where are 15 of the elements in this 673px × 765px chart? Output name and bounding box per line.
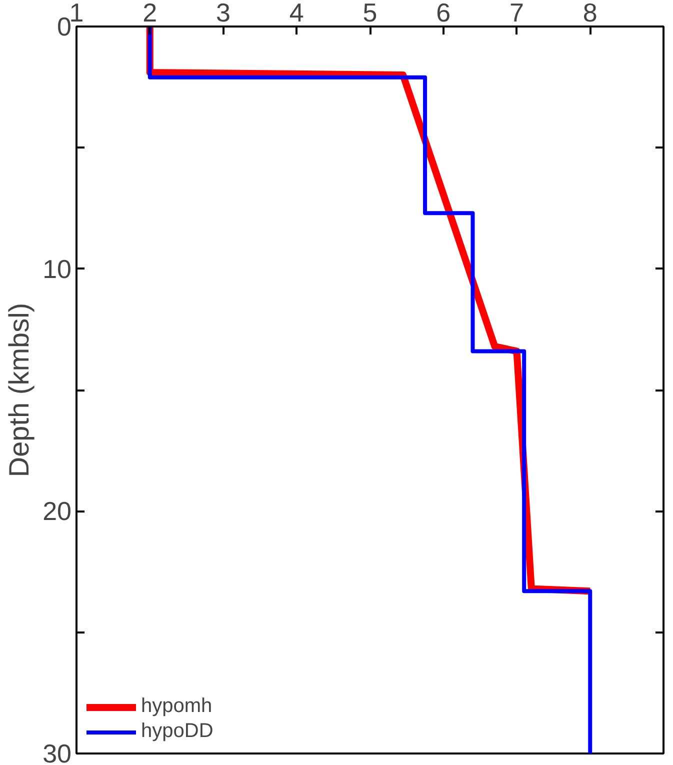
- x-tick-label: 5: [362, 0, 378, 28]
- x-tick-label: 2: [142, 0, 158, 28]
- x-tick-label: 7: [510, 0, 524, 28]
- legend-label: hypomh: [141, 695, 212, 718]
- x-tick-label: 4: [289, 0, 304, 28]
- x-tick-label: 6: [436, 0, 451, 28]
- legend-label: hypoDD: [141, 720, 214, 743]
- x-tick-label: 3: [216, 0, 230, 28]
- y-axis-title: Depth (kmbsl): [4, 302, 35, 478]
- y-tick-label: 0: [57, 12, 72, 42]
- y-tick-label: 10: [42, 254, 72, 284]
- y-tick-label: 30: [42, 738, 72, 765]
- x-tick-label: 8: [582, 0, 598, 28]
- x-tick-label: 1: [69, 0, 84, 28]
- y-tick-label: 20: [42, 496, 72, 526]
